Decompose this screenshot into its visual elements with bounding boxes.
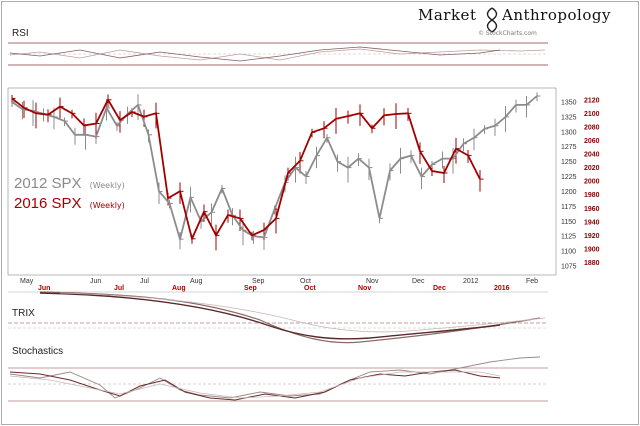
y-left-tick-0: 1075 bbox=[561, 264, 577, 271]
y-right-tick-3: 1940 bbox=[584, 219, 600, 226]
x-top-label-7: Dec bbox=[412, 278, 425, 285]
y-right-tick-11: 2100 bbox=[584, 111, 600, 118]
stochastics-panel-title: Stochastics bbox=[12, 346, 63, 357]
y-right-tick-12: 2120 bbox=[584, 97, 600, 104]
y-axis-right: 1880 1900 1920 1940 1960 1980 2000 2020 2040 2060… bbox=[584, 97, 600, 267]
price-panel-frame bbox=[7, 87, 557, 276]
y-right-tick-6: 2000 bbox=[584, 179, 600, 186]
y-axis-left: 1075 1100 1125 1150 1175 1200 1225 1250 1275 1300… bbox=[561, 99, 577, 270]
y-left-tick-5: 1200 bbox=[561, 189, 577, 196]
trix-panel bbox=[8, 291, 548, 344]
y-left-tick-7: 1250 bbox=[561, 159, 577, 166]
y-left-tick-10: 1325 bbox=[561, 114, 577, 121]
rsi-panel bbox=[8, 42, 548, 66]
y-right-tick-10: 2080 bbox=[584, 124, 600, 131]
bar-2012-spx-37 bbox=[400, 147, 404, 174]
x-bottom-label-5: Nov bbox=[358, 285, 371, 292]
y-left-tick-9: 1300 bbox=[561, 129, 577, 136]
bar-2012-spx-49 bbox=[526, 95, 530, 118]
bar-2012-spx-46 bbox=[494, 118, 499, 136]
bar-2012-spx-7 bbox=[85, 124, 89, 150]
dna-logo-icon bbox=[486, 7, 498, 33]
x-top-label-8: 2012 bbox=[463, 278, 479, 285]
bar-2016-spx-32 bbox=[395, 103, 400, 130]
x-top-label-6: Nov bbox=[366, 278, 379, 285]
y-right-tick-5: 1980 bbox=[584, 192, 600, 199]
x-top-label-1: Jun bbox=[90, 278, 101, 285]
legend-2016: 2016 SPX (Weekly) bbox=[14, 193, 125, 212]
legend-2012-note: (Weekly) bbox=[90, 181, 125, 190]
brand-word-1: Market bbox=[418, 6, 476, 24]
rsi-line-2016 bbox=[9, 46, 501, 62]
x-top-label-9: Feb bbox=[526, 278, 538, 285]
x-bottom-label-6: Dec bbox=[433, 285, 446, 292]
y-left-tick-11: 1350 bbox=[561, 99, 577, 106]
stoch-signal bbox=[9, 371, 501, 399]
rsi-panel-title: RSI bbox=[12, 28, 29, 39]
bar-2016-spx-27 bbox=[335, 108, 340, 134]
x-bottom-label-3: Sep bbox=[244, 285, 257, 292]
bar-2016-spx-39 bbox=[479, 170, 484, 192]
x-top-label-2: Jul bbox=[140, 278, 149, 285]
y-right-tick-4: 1960 bbox=[584, 206, 600, 213]
y-left-tick-4: 1175 bbox=[561, 204, 576, 211]
legend: 2012 SPX (Weekly) 2016 SPX (Weekly) bbox=[14, 173, 125, 212]
legend-2016-label: 2016 SPX bbox=[14, 195, 82, 212]
bar-2012-spx-39 bbox=[421, 167, 425, 190]
x-axis-2012: May Jun Jul Aug Sep Oct Nov Dec 2012 Feb bbox=[20, 278, 538, 285]
bar-2012-spx-44 bbox=[473, 128, 478, 151]
stoch-line-2016 bbox=[9, 369, 501, 401]
y-left-tick-1: 1100 bbox=[561, 249, 576, 256]
bar-2016-spx-17 bbox=[215, 224, 220, 251]
legend-2012: 2012 SPX (Weekly) bbox=[14, 173, 125, 192]
bar-2012-spx-32 bbox=[347, 156, 352, 183]
x-top-label-5: Oct bbox=[300, 278, 311, 285]
x-bottom-label-2: Aug bbox=[172, 285, 186, 292]
bar-2012-spx-47 bbox=[505, 106, 509, 132]
x-bottom-label-7: 2016 bbox=[494, 285, 510, 292]
y-right-tick-8: 2040 bbox=[584, 152, 600, 159]
bar-2012-spx-48 bbox=[515, 99, 520, 113]
y-right-tick-0: 1880 bbox=[584, 260, 600, 267]
legend-2016-note: (Weekly) bbox=[90, 201, 125, 210]
x-bottom-label-0: Jun bbox=[38, 285, 50, 292]
rsi-line-2012 bbox=[9, 48, 546, 61]
bar-2012-spx-6 bbox=[74, 127, 79, 145]
stochastics-panel bbox=[8, 356, 548, 402]
x-top-label-3: Aug bbox=[190, 278, 203, 285]
x-bottom-label-4: Oct bbox=[304, 285, 316, 292]
y-right-tick-7: 2020 bbox=[584, 165, 600, 172]
trix-line-2012 bbox=[39, 291, 541, 344]
stoch-line-2012 bbox=[9, 356, 541, 399]
bar-2012-spx-43 bbox=[463, 138, 467, 152]
y-right-tick-9: 2060 bbox=[584, 138, 600, 145]
trix-signal bbox=[59, 292, 546, 333]
x-top-label-0: May bbox=[20, 278, 34, 285]
x-axis-2016: Jun Jul Aug Sep Oct Nov Dec 2016 bbox=[38, 285, 510, 292]
y-left-tick-8: 1275 bbox=[561, 144, 577, 151]
trix-line-2016 bbox=[39, 292, 501, 340]
y-right-tick-1: 1900 bbox=[584, 246, 600, 253]
x-bottom-label-1: Jul bbox=[114, 285, 124, 292]
series-line-2012 bbox=[11, 95, 538, 243]
trix-panel-title: TRIX bbox=[12, 308, 35, 319]
bar-2016-spx-2 bbox=[35, 102, 40, 129]
series-line-2016 bbox=[11, 97, 481, 242]
y-left-tick-3: 1150 bbox=[561, 219, 576, 226]
legend-2012-label: 2012 SPX bbox=[14, 175, 82, 192]
y-right-tick-2: 1920 bbox=[584, 233, 600, 240]
y-left-tick-6: 1225 bbox=[561, 174, 577, 181]
bar-2016-spx-28 bbox=[347, 110, 352, 124]
stockcharts-credit: © StockCharts.com bbox=[478, 30, 537, 37]
x-top-label-4: Sep bbox=[252, 278, 265, 285]
bar-2016-spx-31 bbox=[383, 108, 388, 126]
y-left-tick-2: 1125 bbox=[561, 234, 576, 241]
brand-word-2: Anthropology bbox=[501, 6, 611, 24]
